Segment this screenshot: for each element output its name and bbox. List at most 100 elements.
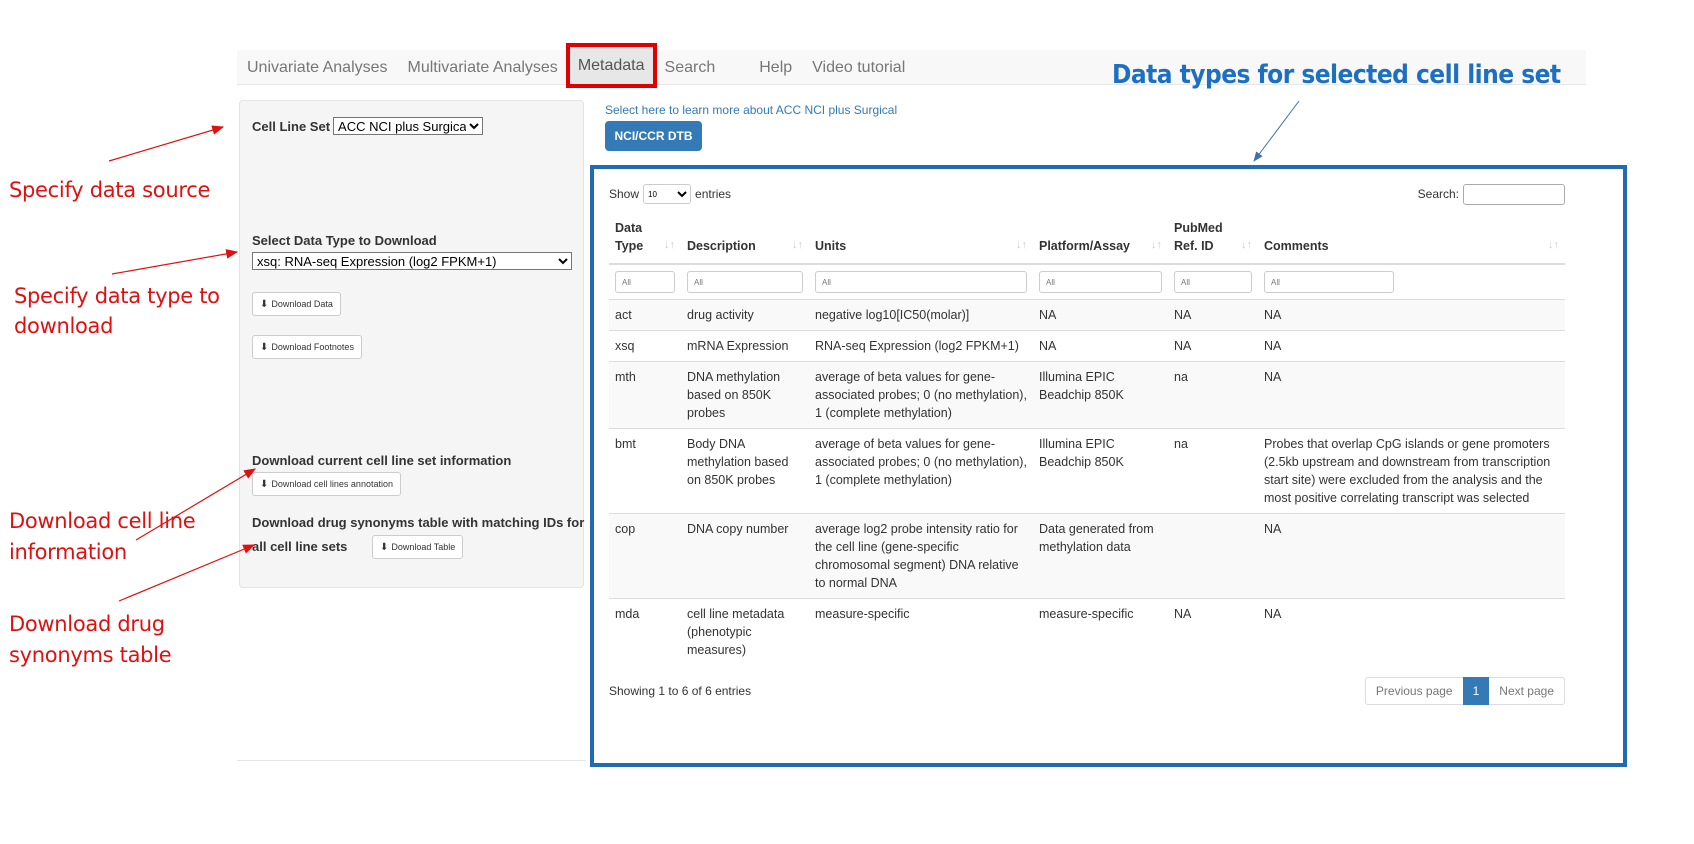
table-cell: Body DNA methylation based on 850K probe… bbox=[681, 428, 809, 514]
annotation-cell-info-line1: Download cell line bbox=[9, 509, 196, 533]
annotation-synonyms-line2: synonyms table bbox=[9, 643, 172, 667]
arrow-data-types bbox=[1253, 100, 1300, 162]
table-cell: mda bbox=[609, 598, 681, 665]
next-page-button[interactable]: Next page bbox=[1499, 684, 1554, 698]
table-cell: Illumina EPIC Beadchip 850K bbox=[1033, 361, 1168, 429]
column-header[interactable]: Platform/Assay ↓↑ bbox=[1033, 215, 1168, 265]
nav-metadata[interactable]: Metadata bbox=[565, 43, 657, 88]
table-cell: average of beta values for gene-associat… bbox=[809, 428, 1033, 514]
table-row: bmt Body DNA methylation based on 850K pr… bbox=[609, 428, 1565, 514]
cell-info-label: Download current cell line set informati… bbox=[252, 453, 512, 468]
synonyms-label-line1: Download drug synonyms table with matchi… bbox=[252, 515, 585, 530]
table-cell: mth bbox=[609, 361, 681, 429]
table-cell: drug activity bbox=[681, 299, 809, 331]
sort-icon[interactable]: ↓↑ bbox=[664, 239, 675, 251]
download-icon: ⬇ bbox=[260, 342, 269, 353]
arrow-data-source bbox=[108, 125, 225, 162]
data-type-label: Select Data Type to Download bbox=[252, 233, 437, 248]
nav-univariate[interactable]: Univariate Analyses bbox=[247, 58, 388, 76]
column-header[interactable]: Description ↓↑ bbox=[681, 215, 809, 265]
table-cell: na bbox=[1168, 428, 1258, 514]
column-filter-input[interactable] bbox=[1264, 271, 1394, 293]
column-filter-input[interactable] bbox=[815, 271, 1027, 293]
column-header[interactable]: Comments ↓↑ bbox=[1258, 215, 1565, 265]
download-table-button[interactable]: ⬇ Download Table bbox=[372, 535, 464, 559]
column-header[interactable]: PubMed Ref. ID ↓↑ bbox=[1168, 215, 1258, 265]
table-info: Showing 1 to 6 of 6 entries bbox=[609, 684, 752, 698]
sort-icon[interactable]: ↓↑ bbox=[792, 239, 803, 251]
download-footnotes-button[interactable]: ⬇ Download Footnotes bbox=[252, 335, 362, 359]
table-row: xsq mRNA Expression RNA-seq Expression (lo… bbox=[609, 330, 1565, 362]
annotation-cell-info-line2: information bbox=[9, 540, 127, 564]
table-cell: NA bbox=[1168, 330, 1258, 362]
column-filter-input[interactable] bbox=[687, 271, 803, 293]
sort-icon[interactable]: ↓↑ bbox=[1241, 239, 1252, 251]
table-row: mda cell line metadata (phenotypic measur… bbox=[609, 598, 1565, 665]
sort-icon[interactable]: ↓↑ bbox=[1548, 239, 1559, 251]
nav-multivariate[interactable]: Multivariate Analyses bbox=[407, 58, 558, 76]
nav-video-tutorial[interactable]: Video tutorial bbox=[812, 58, 906, 76]
search-input[interactable] bbox=[1463, 183, 1565, 205]
annotation-data-source: Specify data source bbox=[9, 178, 211, 202]
annotation-data-types-title: Data types for selected cell line set bbox=[1112, 60, 1561, 90]
data-table: Data Type ↓↑ Description ↓↑ Units ↓↑ Platform/… bbox=[609, 215, 1565, 665]
page-1-button[interactable]: 1 bbox=[1462, 677, 1490, 705]
table-cell: NA bbox=[1168, 299, 1258, 331]
table-cell: Data generated from methylation data bbox=[1033, 513, 1168, 599]
table-cell: NA bbox=[1033, 299, 1168, 331]
column-header[interactable]: Units ↓↑ bbox=[809, 215, 1033, 265]
previous-page-button[interactable]: Previous page bbox=[1375, 684, 1453, 698]
search-label: Search: bbox=[1417, 187, 1459, 201]
table-cell: DNA copy number bbox=[681, 513, 809, 599]
table-cell bbox=[1168, 513, 1258, 599]
table-cell: NA bbox=[1168, 598, 1258, 665]
sort-icon[interactable]: ↓↑ bbox=[1016, 239, 1027, 251]
show-label: Show bbox=[609, 187, 640, 201]
table-cell: mRNA Expression bbox=[681, 330, 809, 362]
table-cell: NA bbox=[1258, 598, 1565, 665]
table-cell: measure-specific bbox=[1033, 598, 1168, 665]
table-cell: NA bbox=[1258, 299, 1565, 331]
entries-select[interactable]: 10 bbox=[643, 184, 692, 204]
download-data-button[interactable]: ⬇ Download Data bbox=[252, 292, 341, 316]
table-cell: DNA methylation based on 850K probes bbox=[681, 361, 809, 429]
table-cell: xsq bbox=[609, 330, 681, 362]
table-cell: NA bbox=[1258, 330, 1565, 362]
table-cell: average of beta values for gene-associat… bbox=[809, 361, 1033, 429]
learn-more-link[interactable]: Select here to learn more about ACC NCI … bbox=[605, 103, 898, 117]
table-cell: RNA-seq Expression (log2 FPKM+1) bbox=[809, 330, 1033, 362]
table-row: act drug activity negative log10[IC50(mola… bbox=[609, 299, 1565, 331]
column-filter-input[interactable] bbox=[615, 271, 675, 293]
table-row: mth DNA methylation based on 850K probes a… bbox=[609, 361, 1565, 429]
pagination: Previous page 1 Next page bbox=[1364, 677, 1565, 705]
dtb-button[interactable]: NCI/CCR DTB bbox=[605, 121, 702, 151]
table-cell: NA bbox=[1258, 361, 1565, 429]
data-type-select[interactable]: xsq: RNA-seq Expression (log2 FPKM+1) bbox=[252, 252, 572, 270]
table-cell: cell line metadata (phenotypic measures) bbox=[681, 598, 809, 665]
annotation-data-type-line1: Specify data type to bbox=[14, 284, 220, 308]
download-icon: ⬇ bbox=[260, 299, 269, 310]
divider bbox=[237, 760, 586, 761]
column-filter-input[interactable] bbox=[1174, 271, 1252, 293]
nav-help[interactable]: Help bbox=[759, 58, 793, 76]
annotation-synonyms-line1: Download drug bbox=[9, 612, 165, 636]
cell-line-set-select[interactable]: ACC NCI plus Surgical bbox=[333, 117, 484, 135]
table-cell: NA bbox=[1033, 330, 1168, 362]
data-table-wrapper: Show 10 entries Search: Data Type ↓↑ Descr… bbox=[609, 169, 1565, 705]
table-cell: Probes that overlap CpG islands or gene … bbox=[1258, 428, 1565, 514]
table-cell: cop bbox=[609, 513, 681, 599]
synonyms-label-line2: all cell line sets bbox=[252, 539, 348, 554]
table-cell: measure-specific bbox=[809, 598, 1033, 665]
entries-label: entries bbox=[695, 187, 732, 201]
table-cell: na bbox=[1168, 361, 1258, 429]
cell-line-set-label: Cell Line Set bbox=[252, 118, 331, 134]
download-annotation-button[interactable]: ⬇ Download cell lines annotation bbox=[252, 472, 401, 496]
nav-search[interactable]: Search bbox=[664, 58, 716, 76]
column-header[interactable]: Data Type ↓↑ bbox=[609, 215, 681, 265]
table-row: cop DNA copy number average log2 probe int… bbox=[609, 513, 1565, 599]
download-icon: ⬇ bbox=[260, 479, 269, 490]
column-filter-input[interactable] bbox=[1039, 271, 1162, 293]
sort-icon[interactable]: ↓↑ bbox=[1151, 239, 1162, 251]
highlight-box: Show 10 entries Search: Data Type ↓↑ Descr… bbox=[590, 165, 1627, 767]
top-navbar: Univariate Analyses Multivariate Analyse… bbox=[237, 43, 1586, 88]
